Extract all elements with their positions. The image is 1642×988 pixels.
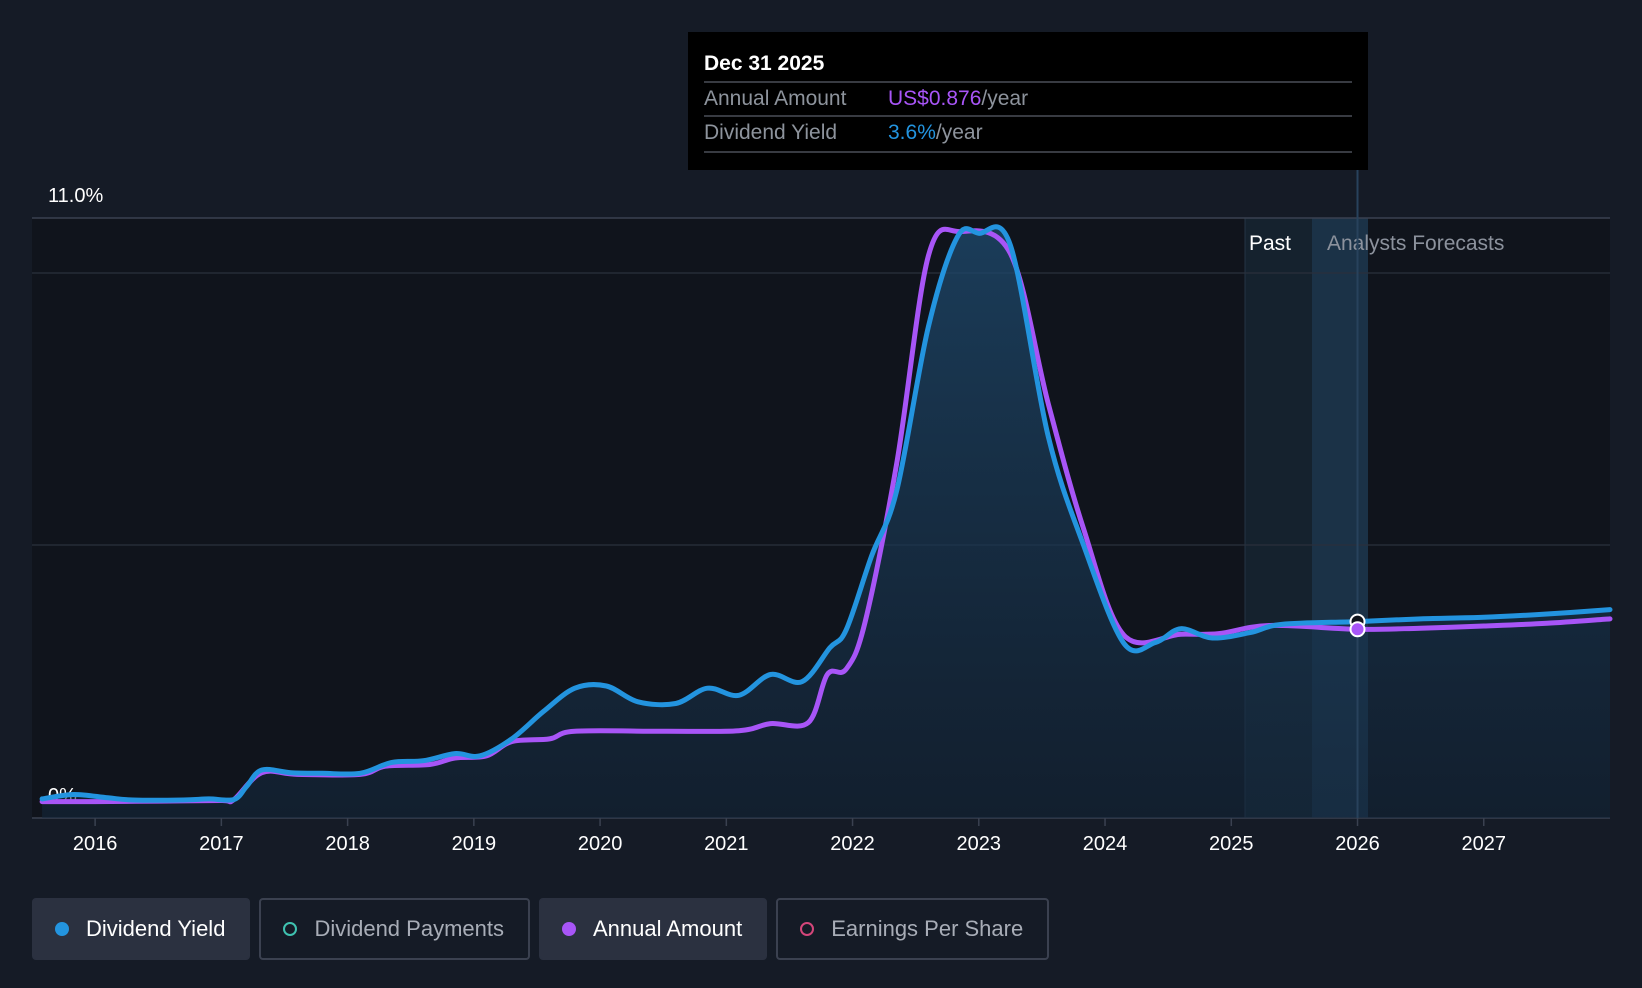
x-tick-label: 2021 [704, 833, 749, 855]
x-tick-label: 2026 [1335, 833, 1380, 855]
legend-label: Dividend Payments [314, 916, 504, 941]
x-tick-label: 2023 [957, 833, 1002, 855]
x-axis-ticks: 2016 2017 2018 2019 2020 2021 2022 2023 2024 2025… [73, 818, 1506, 855]
x-tick-label: 2027 [1462, 833, 1507, 855]
tooltip-box [688, 32, 1368, 170]
legend-dividend-payments[interactable]: Dividend Payments [259, 898, 530, 960]
dividend-yield-area [42, 226, 1611, 819]
dividend-payments-circle-icon [283, 922, 298, 936]
legend-label: Dividend Yield [86, 916, 226, 941]
tooltip-date: Dec 31 2025 [704, 52, 825, 75]
legend-label: Annual Amount [592, 916, 743, 941]
tooltip-yield-amount: 3.6% [888, 121, 936, 144]
earnings-per-share-circle-icon [800, 922, 815, 936]
x-tick-label: 2025 [1209, 833, 1254, 855]
series-layer [39, 224, 1613, 819]
x-tick-label: 2019 [452, 833, 497, 855]
tooltip-row-yield-value: 3.6%/year [888, 121, 983, 144]
x-tick-label: 2022 [830, 833, 875, 855]
tooltip: Dec 31 2025 Annual Amount US$0.876/year … [688, 32, 1368, 170]
hover-markers [1349, 613, 1366, 638]
tooltip-row-annual-label: Annual Amount [704, 87, 847, 110]
y-tick-label-top: 11.0% [48, 185, 103, 207]
legend-annual-amount[interactable]: Annual Amount [538, 898, 768, 960]
legend-earnings-per-share[interactable]: Earnings Per Share [776, 898, 1050, 960]
tooltip-yield-unit: /year [936, 121, 983, 144]
legend: Dividend Yield Dividend Payments Annual … [32, 898, 1050, 960]
dividend-yield-dot-icon [55, 922, 69, 936]
x-tick-label: 2018 [325, 833, 370, 855]
tooltip-annual-amount: US$0.876 [888, 87, 981, 110]
legend-dividend-yield[interactable]: Dividend Yield [32, 898, 251, 960]
x-tick-label: 2024 [1083, 833, 1128, 855]
annual-amount-dot-icon [561, 922, 576, 936]
region-label-past: Past [1249, 232, 1291, 255]
region-label-forecast: Analysts Forecasts [1327, 232, 1504, 255]
legend-label: Earnings Per Share [831, 916, 1024, 941]
x-tick-label: 2016 [73, 833, 118, 855]
dividend-yield-line [39, 224, 1613, 803]
annual-amount-marker [1349, 621, 1366, 638]
tooltip-row-yield-label: Dividend Yield [704, 121, 837, 144]
x-tick-label: 2020 [578, 833, 623, 855]
tooltip-row-annual-value: US$0.876/year [888, 87, 1028, 110]
x-tick-label: 2017 [199, 833, 244, 855]
tooltip-annual-unit: /year [981, 87, 1028, 110]
